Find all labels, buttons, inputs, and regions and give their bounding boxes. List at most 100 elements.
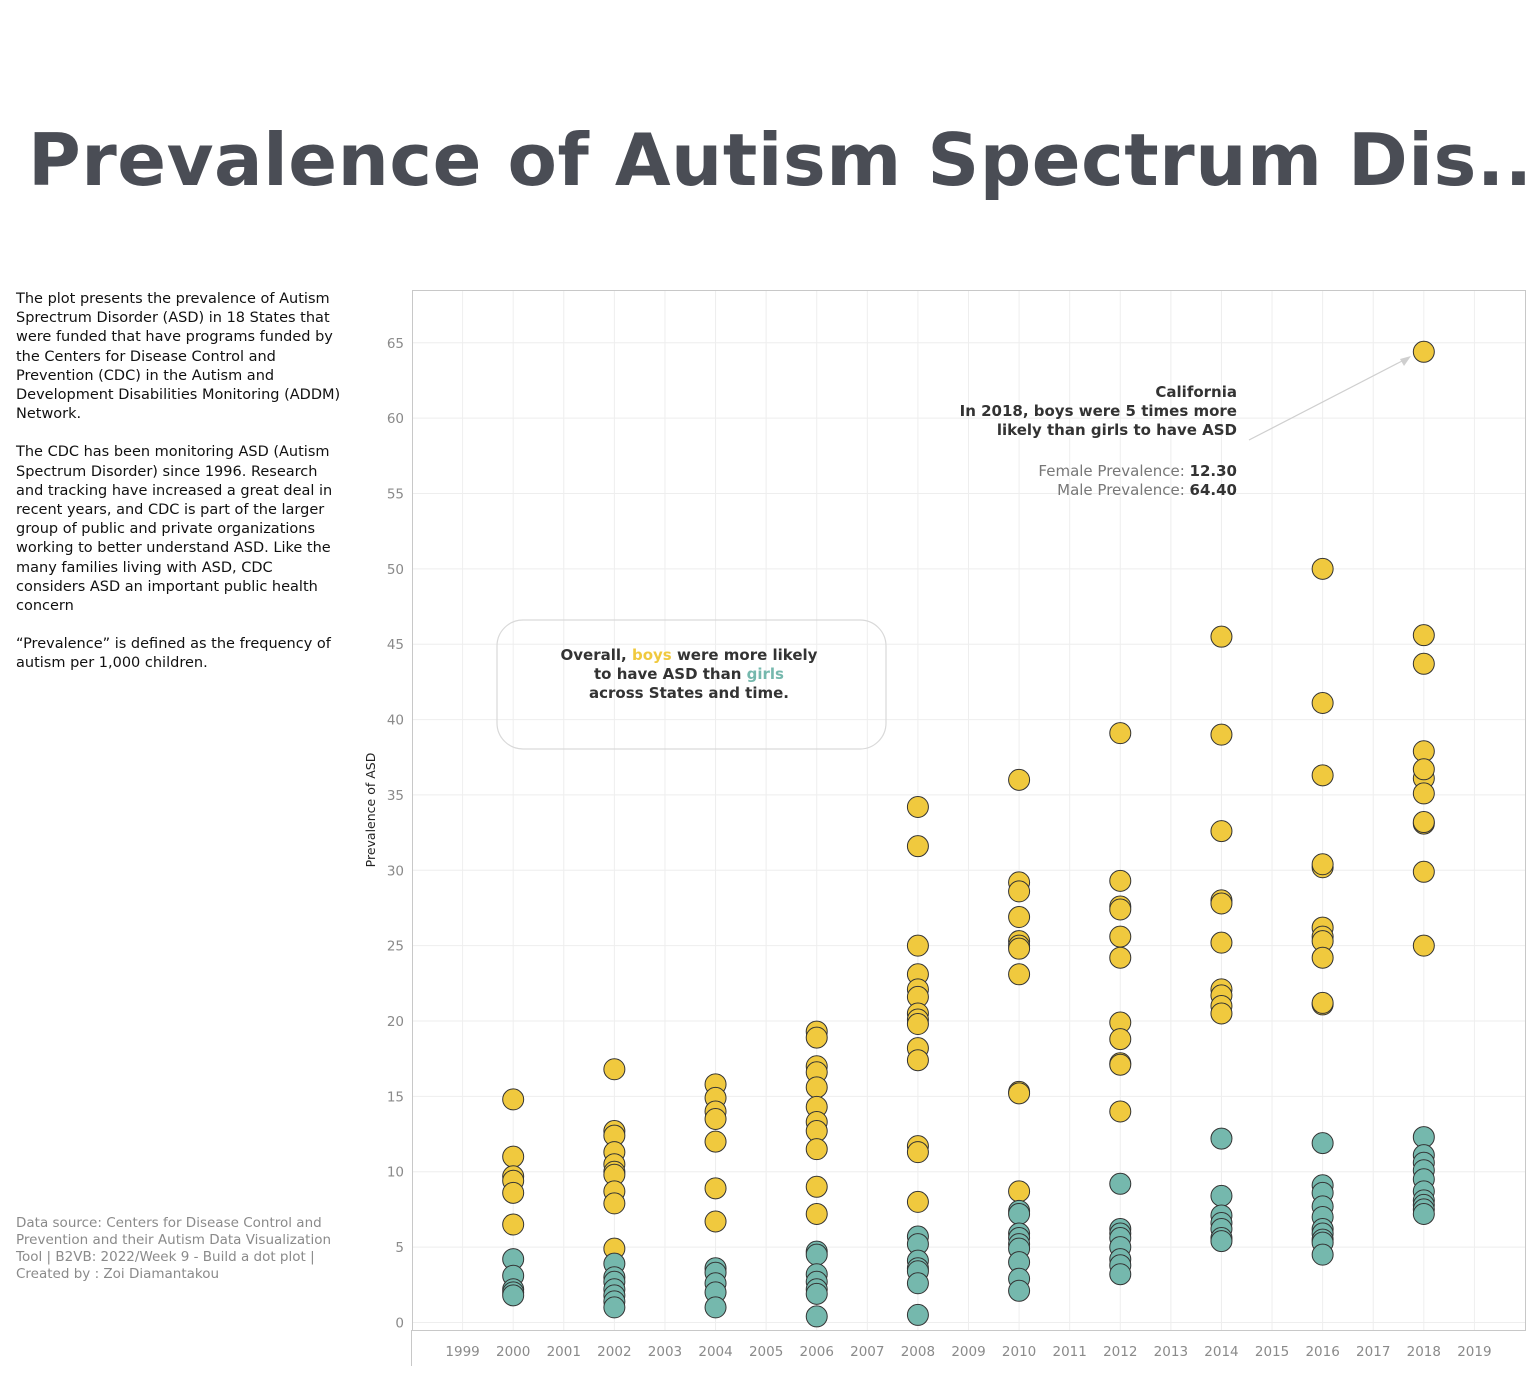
boys-dot [1109,925,1132,948]
overall-annotation-box [496,619,887,750]
boys-dot [1412,811,1435,834]
boys-dot [1412,758,1435,781]
girls-dot [1210,1230,1233,1253]
x-tick-label: 2018 [1407,1344,1441,1360]
plot-frame [412,290,1526,1331]
boys-dot [1412,624,1435,647]
boys-dot [805,1138,828,1161]
boys-dot [1412,934,1435,957]
x-tick-label: 2004 [698,1344,732,1360]
y-tick-label: 40 [387,713,404,729]
x-tick-label: 2011 [1053,1344,1087,1360]
x-tick-label: 1999 [445,1344,479,1360]
boys-dot [1008,880,1031,903]
boys-dot [1109,1028,1132,1051]
boys-dot [1412,860,1435,883]
boys-dot [805,1175,828,1198]
description-paragraph: The CDC has been monitoring ASD (Autism … [16,444,333,615]
boys-dot [1008,963,1031,986]
boys-dot [906,795,929,818]
overall-annotation-line3: across States and time. [589,684,789,702]
boys-dot [1109,1053,1132,1076]
girls-dot [805,1243,828,1266]
y-tick-label: 60 [387,411,404,427]
girls-dot [1311,1243,1334,1266]
girls-dot [1008,1279,1031,1302]
male-prevalence-label: Male Prevalence: 64.40 [1057,481,1237,499]
boys-dot [502,1145,525,1168]
boys-dot [906,934,929,957]
girls-dot [704,1296,727,1319]
boys-dot [1109,722,1132,745]
x-tick-label: 2007 [850,1344,884,1360]
x-tick-label: 2016 [1305,1344,1339,1360]
boys-dot [1210,820,1233,843]
girls-dot [603,1296,626,1319]
girls-dot [1412,1202,1435,1225]
dot-layer [502,340,1435,1328]
boys-dot [1311,853,1334,876]
boys-dot [704,1107,727,1130]
boys-dot [805,1202,828,1225]
boys-dot [1210,625,1233,648]
boys-dot [1311,991,1334,1014]
boys-dot [1008,937,1031,960]
boys-dot [502,1088,525,1111]
y-tick-label: 45 [387,637,404,653]
boys-dot [1311,946,1334,969]
boys-dot [1109,869,1132,892]
y-tick-label: 10 [387,1165,404,1181]
girls-dot [1210,1184,1233,1207]
boys-dot [805,1076,828,1099]
boys-dot [704,1210,727,1233]
y-axis-label: Prevalence of ASD [363,753,378,868]
boys-dot [1311,557,1334,580]
california-annotation-title: California [1155,383,1237,401]
x-axis-ticks: 1999 2000 2001 2002 2003 2004 2005 2006 2007 2008… [445,1344,1491,1360]
boys-dot [1412,340,1435,363]
y-tick-label: 15 [387,1089,404,1105]
girls-dot [805,1282,828,1305]
page-title: Prevalence of Autism Spectrum Dis.. [28,118,1533,202]
boys-dot [1008,1180,1031,1203]
x-tick-label: 2012 [1103,1344,1137,1360]
boys-dot [1311,764,1334,787]
y-tick-label: 35 [387,788,404,804]
x-tick-label: 2005 [749,1344,783,1360]
boys-dot [1109,946,1132,969]
x-tick-label: 2006 [800,1344,834,1360]
annotation-arrow-line [1248,359,1405,441]
boys-dot [906,1141,929,1164]
boys-dot [1008,768,1031,791]
x-tick-label: 2015 [1255,1344,1289,1360]
boys-dot [805,1026,828,1049]
california-annotation-line3: likely than girls to have ASD [997,421,1237,439]
y-tick-label: 25 [387,939,404,955]
source-note: Data source: Centers for Disease Control… [16,1215,332,1282]
girls-dot [906,1272,929,1295]
boys-dot [1311,691,1334,714]
description-panel: The plot presents the prevalence of Auti… [16,290,346,693]
x-tick-label: 2010 [1002,1344,1036,1360]
grid-lines [412,290,1525,1330]
x-tick-label: 2009 [951,1344,985,1360]
boys-dot [1210,1002,1233,1025]
y-tick-label: 30 [387,863,404,879]
boys-dot [1210,931,1233,954]
girls-dot [805,1305,828,1328]
boys-dot [906,1190,929,1213]
girls-dot [502,1284,525,1307]
girls-dot [1008,1202,1031,1225]
girls-dot [1109,1172,1132,1195]
overall-annotation-line2: to have ASD than girls [594,665,784,683]
description-paragraph: “Prevalence” is defined as the frequency… [16,636,331,672]
y-tick-label: 20 [387,1014,404,1030]
boys-dot [1412,782,1435,805]
boys-dot [603,1192,626,1215]
boys-dot [704,1130,727,1153]
boys-dot [1109,898,1132,921]
x-tick-label: 2008 [901,1344,935,1360]
boys-dot [1210,892,1233,915]
boys-dot [1008,906,1031,929]
